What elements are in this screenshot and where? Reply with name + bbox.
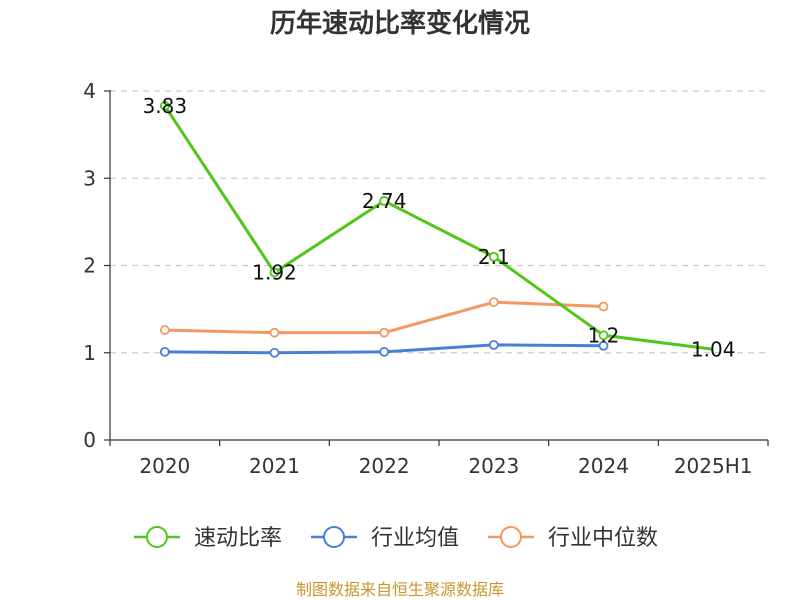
y-tick-label: 0 (83, 428, 96, 452)
data-point (159, 346, 170, 357)
data-point (379, 196, 390, 206)
x-tick-label: 2022 (359, 454, 410, 478)
data-point (598, 301, 609, 312)
series-layer (159, 100, 714, 358)
y-tick-label: 4 (83, 79, 96, 103)
x-tick-label: 2023 (468, 454, 519, 478)
data-point (379, 346, 390, 357)
data-label: 1.2 (588, 323, 620, 347)
data-point (159, 325, 170, 335)
grid-lines (110, 90, 768, 354)
chart-title: 历年速动比率变化情况 (270, 8, 530, 39)
data-point (488, 251, 499, 262)
y-tick-label: 3 (83, 166, 96, 190)
source-note: 制图数据来自恒生聚源数据库 (296, 580, 504, 599)
x-tick-label: 2021 (249, 454, 300, 478)
legend-label: 行业中位数 (548, 526, 658, 551)
data-label: 1.92 (252, 260, 297, 284)
axes: 0 1 2 3 4 2020 2021 2022 2023 2024 2025H1 (83, 79, 769, 478)
data-point (269, 267, 280, 278)
data-label: 1.04 (691, 337, 736, 361)
legend-marker (500, 526, 522, 548)
legend-label: 行业均值 (371, 526, 459, 551)
legend-label: 速动比率 (194, 526, 282, 551)
x-tick-label: 2020 (139, 454, 190, 478)
legend-marker (323, 526, 345, 548)
legend-marker (146, 526, 168, 548)
legend[interactable]: 速动比率 行业均值 行业中位数 (134, 526, 658, 551)
series-line (163, 105, 714, 351)
y-tick-label: 2 (83, 254, 96, 278)
x-tick-label: 2025H1 (674, 454, 753, 478)
data-label: 2.1 (478, 245, 510, 269)
x-tick-label: 2024 (578, 454, 629, 478)
data-label: 2.74 (362, 189, 407, 213)
data-point (598, 330, 609, 341)
data-point (159, 100, 170, 111)
data-point (379, 327, 390, 338)
data-labels: 3.83 1.92 2.74 2.1 1.2 1.04 (143, 94, 736, 361)
data-point (598, 340, 609, 351)
data-point (488, 297, 499, 308)
y-tick-label: 1 (83, 341, 96, 365)
data-point (269, 347, 280, 358)
data-point (269, 327, 280, 338)
data-point (488, 339, 499, 350)
data-label: 3.83 (143, 94, 188, 118)
